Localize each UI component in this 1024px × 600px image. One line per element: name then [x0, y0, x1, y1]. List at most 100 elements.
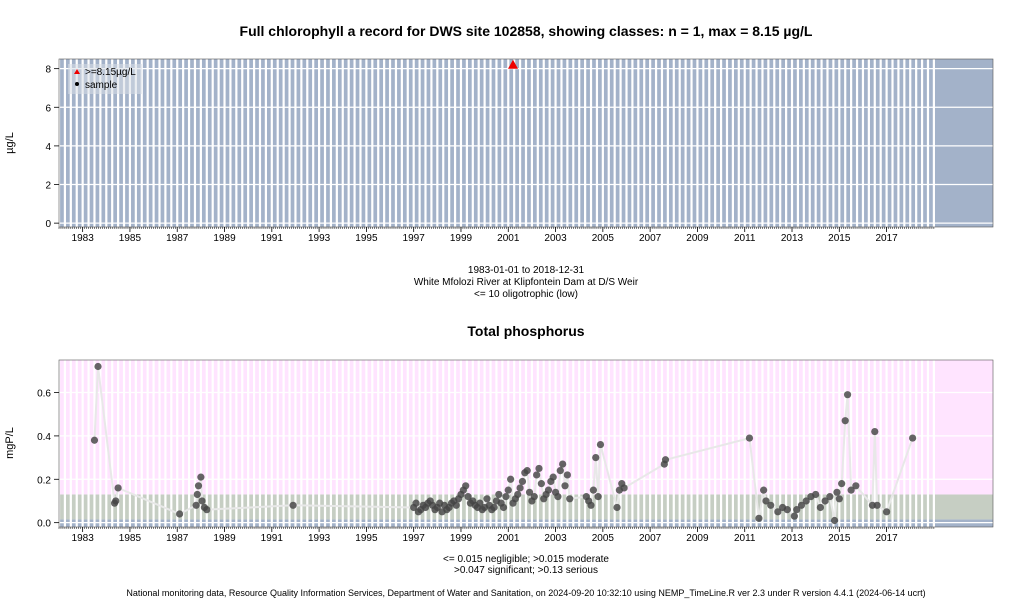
x-tick-label: 2013 — [781, 233, 804, 244]
x-tick-label: 1999 — [450, 533, 473, 544]
phosphorus-point — [490, 503, 498, 512]
phosphorus-point — [533, 471, 541, 479]
chlorophyll-point — [507, 59, 518, 69]
phosphorus-point — [516, 484, 524, 492]
phosphorus-point — [873, 501, 881, 509]
phosphorus-point — [549, 473, 557, 481]
chlorophyll-x-axis: 1983 1985 1987 1989 1991 1993 1995 1997 1999 2001… — [58, 227, 935, 244]
x-tick-label: 1991 — [261, 533, 284, 544]
chlorophyll-points — [507, 59, 518, 69]
x-tick-label: 2009 — [686, 233, 709, 244]
phosphorus-y-axis-label: mgP/L — [4, 427, 16, 459]
phosphorus-point — [613, 503, 621, 512]
phosphorus-point — [745, 434, 754, 442]
x-tick-label: 1983 — [72, 533, 95, 544]
phosphorus-point — [464, 493, 472, 501]
chlorophyll-note-date-range: 1983-01-01 to 2018-12-31 — [468, 265, 585, 276]
phosphorus-point — [518, 477, 527, 486]
phosphorus-point — [114, 484, 122, 492]
y-tick-label: 0 — [45, 219, 51, 230]
phosphorus-point — [535, 464, 543, 473]
y-tick-label: 2 — [45, 181, 51, 192]
phosphorus-point — [847, 486, 855, 494]
phosphorus-point — [556, 467, 564, 475]
phosphorus-point — [561, 482, 569, 490]
phosphorus-point — [198, 497, 206, 505]
x-tick-label: 1989 — [213, 533, 236, 544]
phosphorus-point — [909, 434, 917, 442]
phosphorus-point — [502, 493, 510, 501]
phosphorus-point — [871, 427, 879, 436]
y-tick-label: 0.6 — [37, 389, 51, 400]
x-tick-label: 2001 — [497, 533, 520, 544]
phosphorus-point — [197, 473, 205, 481]
x-tick-label: 1997 — [403, 233, 426, 244]
x-tick-label: 1987 — [166, 233, 189, 244]
phosphorus-point — [841, 417, 849, 425]
chlorophyll-gridlines — [57, 59, 993, 227]
y-tick-label: 4 — [45, 142, 51, 153]
phosphorus-points — [90, 362, 917, 525]
phosphorus-point — [544, 486, 553, 494]
x-tick-label: 2011 — [734, 533, 756, 544]
phosphorus-point — [592, 453, 600, 462]
chlorophyll-chart-title: Full chlorophyll a record for DWS site 1… — [240, 23, 813, 39]
x-tick-label: 2001 — [497, 233, 520, 244]
phosphorus-point — [826, 493, 834, 501]
legend-box — [68, 64, 142, 94]
phosphorus-note-classes-1: <= 0.015 negligible; >0.015 moderate — [443, 554, 609, 565]
phosphorus-point — [94, 362, 102, 371]
phosphorus-point — [192, 501, 200, 509]
x-tick-label: 2017 — [875, 233, 898, 244]
phosphorus-point — [797, 501, 806, 509]
phosphorus-point — [175, 510, 184, 518]
phosphorus-point — [523, 467, 531, 475]
x-tick-label: 2017 — [875, 533, 898, 544]
phosphorus-point — [507, 475, 515, 483]
chlorophyll-y-axis: 0 2 4 6 8 — [45, 65, 59, 230]
phosphorus-point — [412, 499, 420, 507]
phosphorus-point — [289, 501, 297, 509]
phosphorus-point — [596, 440, 605, 449]
phosphorus-point — [462, 482, 470, 490]
x-tick-label: 2013 — [781, 533, 804, 544]
x-tick-label: 1997 — [403, 533, 426, 544]
phosphorus-point — [802, 497, 810, 505]
x-tick-label: 1991 — [261, 233, 284, 244]
chlorophyll-note-class: <= 10 oligotrophic (low) — [474, 289, 578, 300]
x-tick-label: 2007 — [639, 233, 662, 244]
phosphorus-point — [793, 506, 801, 514]
phosphorus-point — [830, 516, 839, 525]
x-tick-label: 2009 — [686, 533, 709, 544]
phosphorus-point — [833, 488, 841, 496]
x-tick-label: 1985 — [119, 533, 142, 544]
x-tick-label: 1995 — [355, 233, 378, 244]
phosphorus-point — [816, 503, 824, 512]
x-tick-label: 2015 — [828, 233, 851, 244]
phosphorus-point — [661, 456, 670, 464]
x-tick-label: 2007 — [639, 533, 662, 544]
phosphorus-point — [525, 488, 534, 496]
phosphorus-point — [821, 497, 829, 505]
x-tick-label: 1989 — [213, 233, 236, 244]
x-tick-label: 1983 — [72, 233, 95, 244]
x-tick-label: 1999 — [450, 233, 473, 244]
y-tick-label: 0.4 — [37, 432, 51, 443]
phosphorus-point — [812, 490, 820, 499]
phosphorus-point — [537, 480, 545, 488]
chlorophyll-y-axis-label: µg/L — [4, 132, 16, 154]
footer-credits: National monitoring data, Resource Quali… — [126, 588, 925, 598]
phosphorus-point — [193, 490, 201, 499]
phosphorus-point — [530, 493, 538, 501]
legend-entry-threshold: >=8.15µg/L — [85, 67, 136, 78]
legend-triangle-marker — [74, 69, 80, 74]
x-tick-label: 2005 — [592, 233, 615, 244]
phosphorus-point — [587, 501, 595, 509]
phosphorus-point — [882, 508, 891, 516]
x-tick-label: 1995 — [355, 533, 378, 544]
legend-entry-sample: sample — [85, 80, 118, 91]
phosphorus-point — [499, 503, 508, 512]
y-tick-label: 6 — [45, 103, 51, 114]
